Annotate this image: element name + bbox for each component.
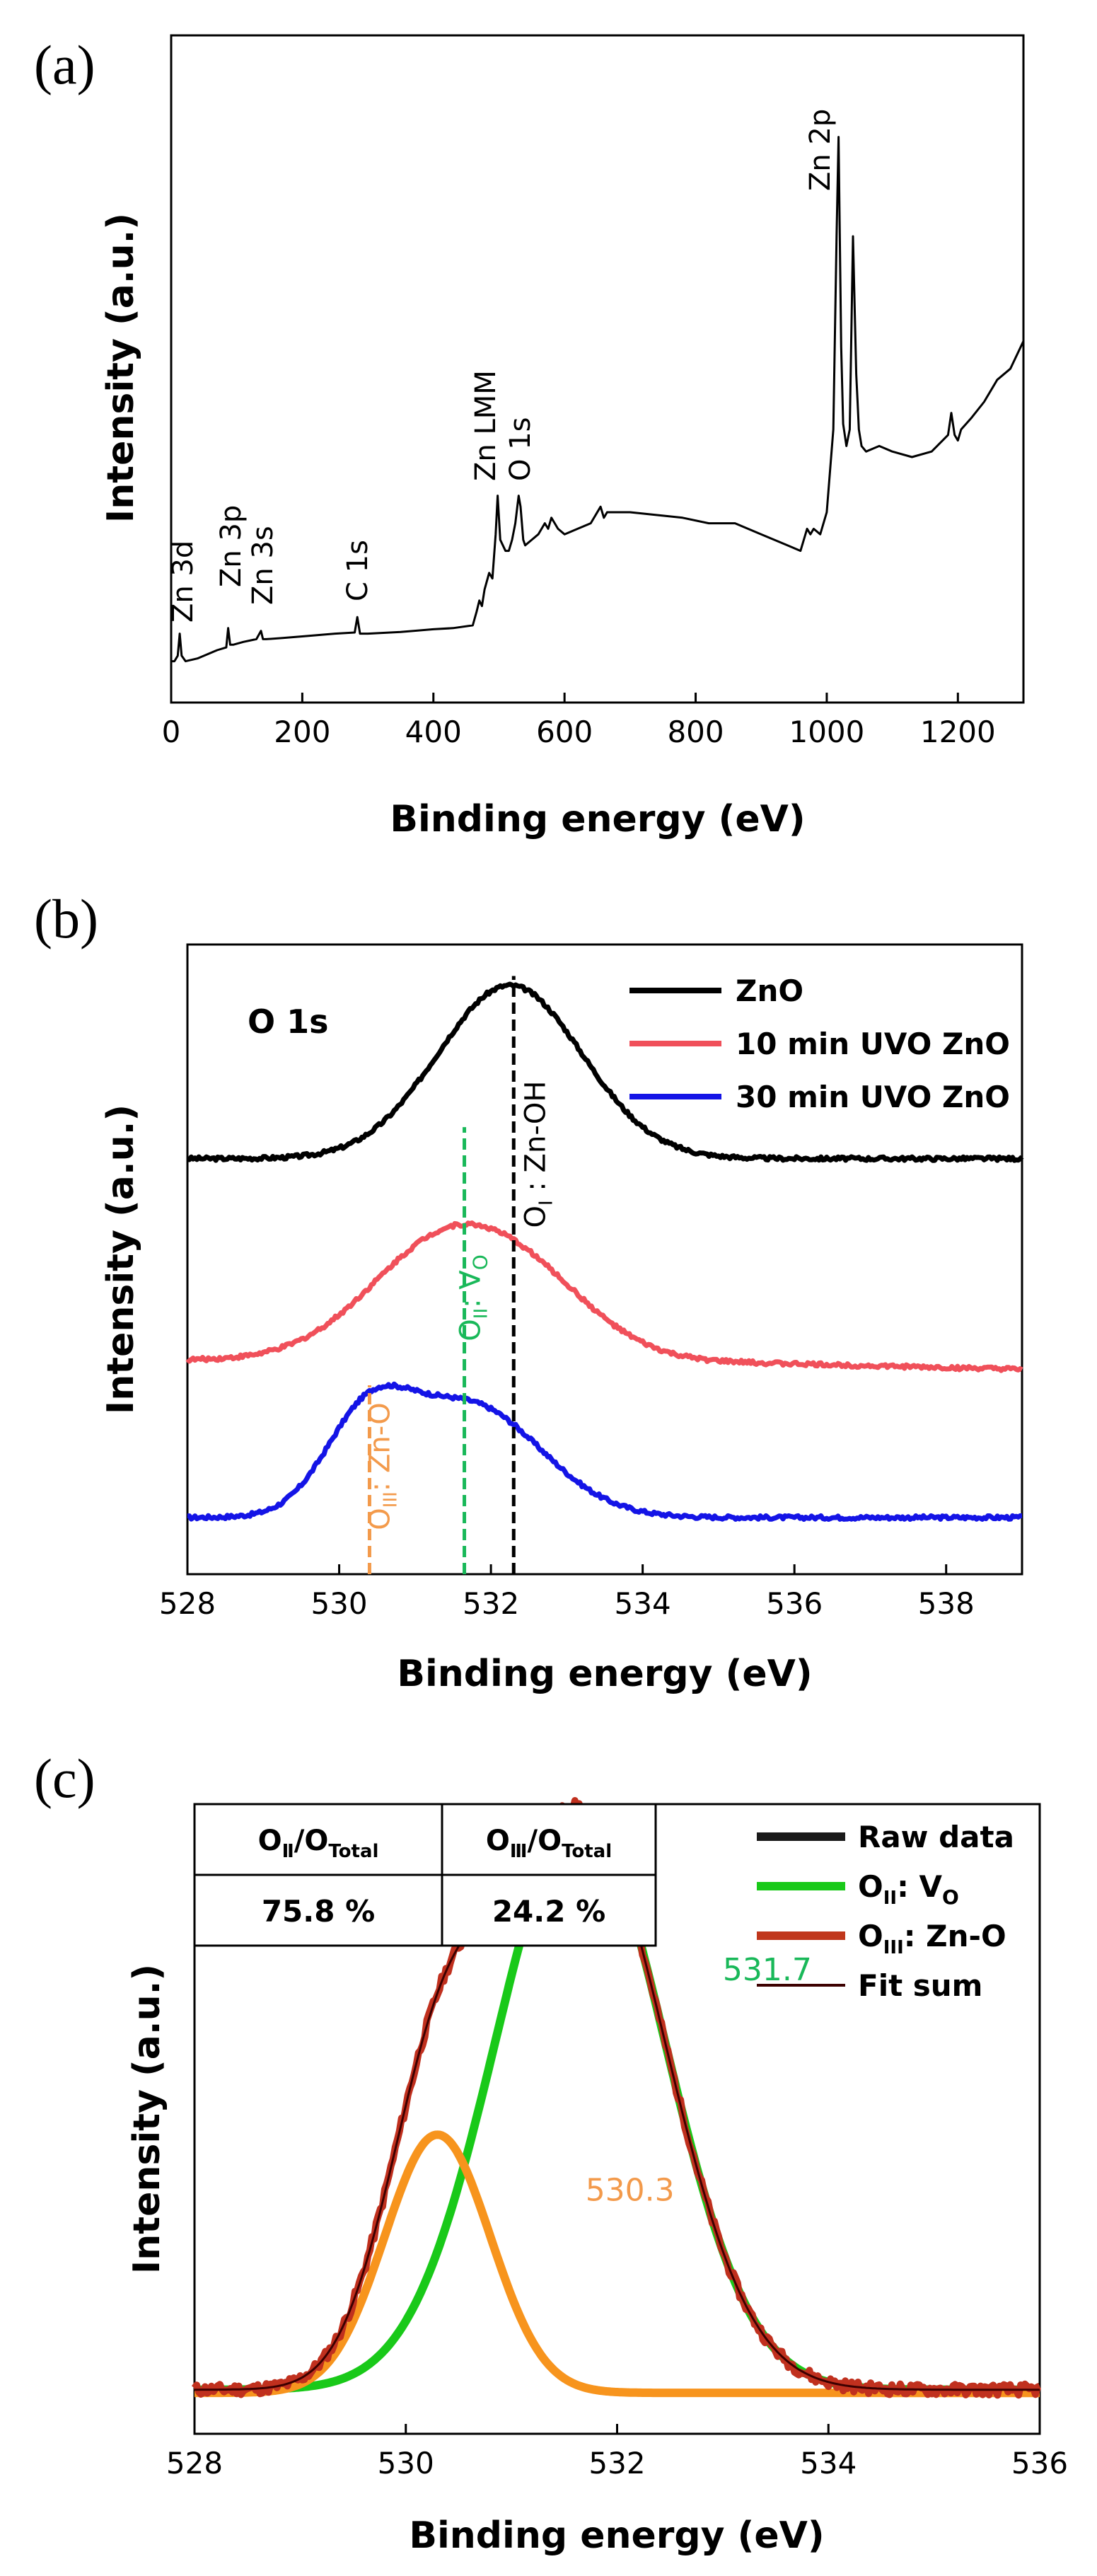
panel-a-label: (a) [34, 34, 95, 96]
panel-b-series [185, 981, 1024, 1522]
annotation-zn-3d: Zn 3d [167, 541, 199, 623]
ratio-table-header-oiii: OⅢ/OTotal [486, 1825, 612, 1862]
panel-b-x-axis-label: Binding energy (eV) [397, 1653, 812, 1695]
panel-c-x-tick-label-528: 528 [166, 2446, 223, 2480]
panel-b-x-tick-label-528: 528 [159, 1586, 216, 1621]
annotation-zn-2p: Zn 2p [804, 109, 837, 191]
legend-zno-label: ZnO [736, 974, 803, 1008]
panel-c-x-tick-label-530: 530 [378, 2446, 434, 2480]
panel-c-legend: Raw data OII: VO OIII: Zn-O Fit sum [757, 1820, 1014, 2003]
panel-b-title: O 1s [248, 1003, 329, 1041]
panel-a-x-tick-label-600: 600 [536, 715, 593, 749]
panel-a-peak-annotations: Zn 3d Zn 3p Zn 3s C 1s Zn LMM O 1s Zn 2p [167, 109, 837, 623]
panel-c-x-axis-label: Binding energy (eV) [409, 2514, 824, 2557]
panel-b-x-tick-label-536: 536 [766, 1586, 823, 1621]
ref-label-sub2: O [469, 1254, 492, 1270]
panel-c-x-tick-labels: 528 530 532 534 536 [166, 2446, 1068, 2480]
panel-b-x-tick-label-538: 538 [918, 1586, 975, 1621]
ref-label-rest: : Zn-O [364, 1402, 397, 1491]
annotation-zn-lmm: Zn LMM [470, 370, 502, 481]
panel-a-x-tick-label-1000: 1000 [789, 715, 864, 749]
header-oiii-main: O [486, 1825, 510, 1857]
annotation-zn-3p: Zn 3p [215, 505, 248, 587]
peak-label-530-3: 530.3 [586, 2173, 675, 2209]
annotation-c-1s: C 1s [342, 540, 374, 601]
panel-c-label: (c) [34, 1748, 95, 1809]
panel-b-x-tick-label-534: 534 [615, 1586, 671, 1621]
panel-b-series-30-min-uvo-zno [187, 1381, 1023, 1522]
panel-a-x-ticks [170, 693, 959, 703]
panel-a-survey-line [171, 136, 1025, 663]
legend-oii-rest: : V [897, 1869, 942, 1904]
legend-oiii-rest: : Zn-O [904, 1919, 1006, 1953]
legend-oii-label: OII: VO [858, 1869, 959, 1909]
header-oiii-sub: Ⅲ [510, 1841, 528, 1862]
legend-10min-label: 10 min UVO ZnO [736, 1027, 1010, 1061]
ref-label-main: O [364, 1508, 397, 1530]
panel-b-series-zno [187, 981, 1024, 1163]
panel-b-plot-frame [186, 943, 1023, 1576]
ref-label-sub: III [381, 1491, 402, 1508]
header-oii-sub: Ⅱ [282, 1841, 294, 1862]
panel-a-plot-frame [170, 34, 1025, 704]
legend-oiii-main: O [858, 1919, 883, 1953]
legend-fit-sum-label: Fit sum [858, 1968, 982, 2003]
legend-raw-data-label: Raw data [858, 1820, 1014, 1854]
panel-c: (c) 528 530 532 534 536 Binding energy (eV) … [34, 1748, 1068, 2557]
panel-b-reference-label-oi: OI : Zn-OH [519, 1081, 557, 1228]
panel-a-x-axis-label: Binding energy (eV) [390, 798, 805, 841]
panel-a-y-axis-label: Intensity (a.u.) [100, 213, 142, 523]
legend-oiii-label: OIII: Zn-O [858, 1919, 1006, 1958]
ref-label-main: O [455, 1319, 487, 1341]
panel-a-x-tick-label-400: 400 [405, 715, 462, 749]
ratio-table: OⅡ/OTotal OⅢ/OTotal 75.8 % 24.2 % [193, 1803, 657, 1947]
header-oii-sub2: Total [328, 1841, 378, 1862]
panel-b-x-tick-label-530: 530 [310, 1586, 367, 1621]
panel-a-x-tick-labels: 0 200 400 600 800 1000 1200 [162, 715, 996, 749]
ratio-table-header-oii: OⅡ/OTotal [258, 1825, 379, 1862]
panel-a: (a) 0 200 400 600 800 1000 1200 Binding energy… [34, 34, 1025, 841]
ratio-table-value-oii: 75.8 % [262, 1894, 375, 1929]
annotation-o-1s: O 1s [504, 417, 537, 482]
ref-label-main: O [519, 1206, 552, 1228]
header-oiii-mid: /O [527, 1825, 562, 1857]
panel-b-reference-label-oii: OII: VO [455, 1254, 492, 1341]
panel-b-reference-label-oiii: OIII: Zn-O [364, 1402, 402, 1530]
panel-c-x-tick-label-532: 532 [588, 2446, 645, 2480]
legend-30min-label: 30 min UVO ZnO [736, 1080, 1010, 1114]
panel-b: (b) 528 530 532 534 536 538 Binding energy (e… [34, 888, 1024, 1695]
header-oiii-sub2: Total [562, 1841, 612, 1862]
ref-label-rest: : Zn-OH [519, 1081, 552, 1201]
ref-label-rest: : V [455, 1270, 487, 1308]
peak-label-531-7: 531.7 [723, 1952, 812, 1988]
header-oii-mid: /O [294, 1825, 329, 1857]
panel-b-x-ticks [186, 1564, 948, 1574]
panel-a-x-tick-label-200: 200 [274, 715, 330, 749]
ref-label-sub: II [471, 1308, 492, 1319]
panel-b-legend: ZnO 10 min UVO ZnO 30 min UVO ZnO [629, 974, 1010, 1114]
legend-oii-main: O [858, 1869, 883, 1904]
ratio-table-value-oiii: 24.2 % [492, 1894, 605, 1929]
header-oii-main: O [258, 1825, 282, 1857]
panel-b-label: (b) [34, 888, 98, 949]
panel-a-x-tick-label-0: 0 [162, 715, 181, 749]
ref-label-sub: I [535, 1200, 557, 1206]
panel-a-x-tick-label-800: 800 [667, 715, 724, 749]
panel-b-x-tick-label-532: 532 [463, 1586, 519, 1621]
legend-oii-sub2: O [942, 1885, 959, 1909]
annotation-zn-3s: Zn 3s [247, 526, 279, 605]
panel-b-series-10-min-uvo-zno [185, 1220, 1023, 1373]
legend-oiii-sub: III [883, 1937, 904, 1958]
legend-oii-sub: II [883, 1888, 897, 1909]
panel-b-y-axis-label: Intensity (a.u.) [100, 1104, 142, 1414]
panel-b-x-tick-labels: 528 530 532 534 536 538 [159, 1586, 975, 1621]
panel-c-x-ticks [193, 2424, 1041, 2434]
panel-a-x-tick-label-1200: 1200 [920, 715, 996, 749]
panel-c-x-tick-label-534: 534 [800, 2446, 857, 2480]
panel-c-y-axis-label: Intensity (a.u.) [126, 1964, 168, 2274]
panel-c-x-tick-label-536: 536 [1011, 2446, 1068, 2480]
